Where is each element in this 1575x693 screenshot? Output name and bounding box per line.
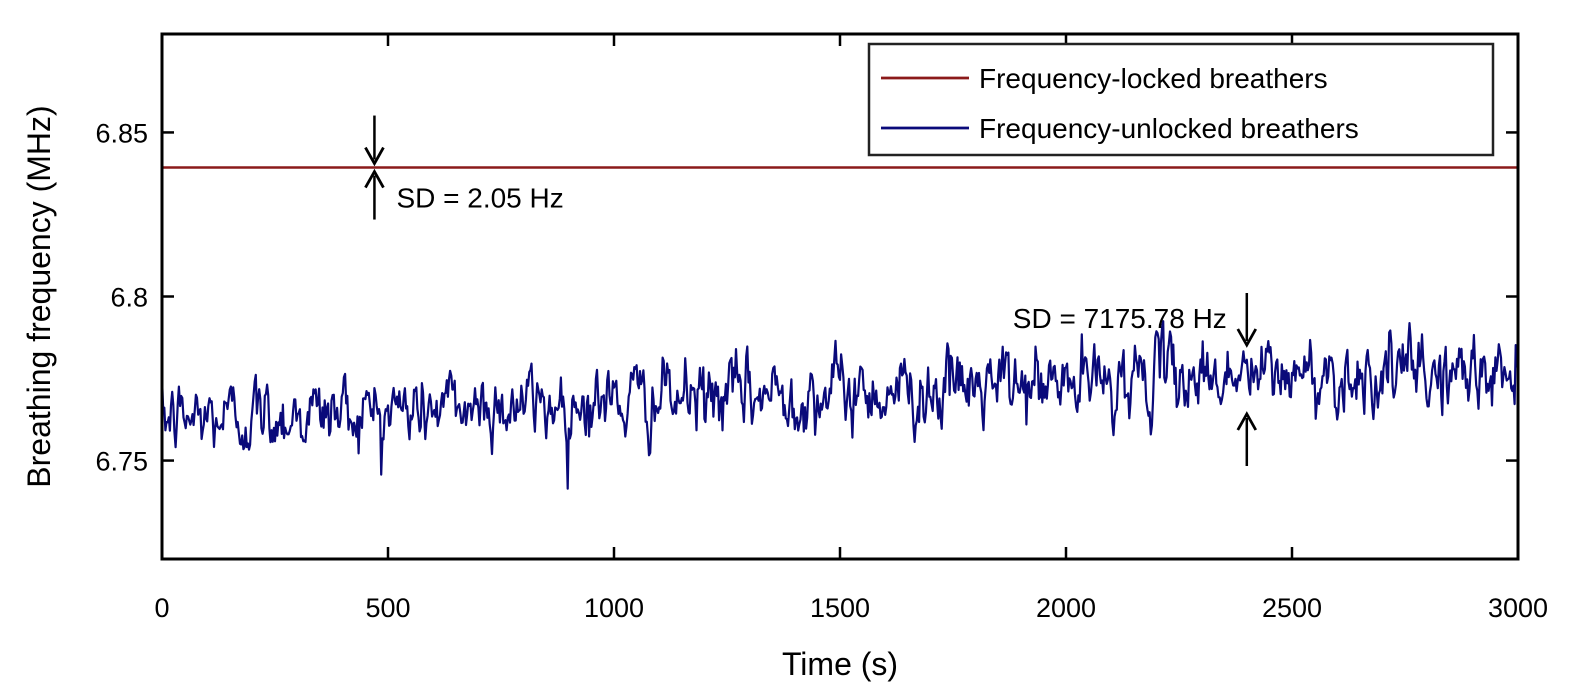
sd-locked-label: SD = 2.05 Hz (396, 183, 563, 214)
x-tick-label: 2000 (1036, 593, 1096, 623)
legend-box (867, 42, 1495, 157)
x-tick-label: 1000 (584, 593, 644, 623)
legend-entry: Frequency-locked breathers (979, 63, 1328, 94)
y-axis-title: Breathing frequency (MHz) (21, 105, 57, 487)
x-tick-label: 0 (154, 593, 169, 623)
plot-area (162, 166, 1518, 490)
legend-entry: Frequency-unlocked breathers (979, 113, 1359, 144)
x-tick-label: 3000 (1488, 593, 1548, 623)
sd-unlocked-arrow-up-head (1236, 411, 1258, 431)
x-tick-label: 1500 (810, 593, 870, 623)
series-unlocked-line (162, 320, 1518, 490)
sd-unlocked-arrow-down-head (1236, 328, 1258, 348)
sd-locked-arrow-up-head (364, 168, 385, 189)
x-axis-title: Time (s) (782, 646, 898, 682)
sd-locked-arrow-down-head (364, 146, 385, 167)
sd-unlocked-label: SD = 7175.78 Hz (1013, 303, 1227, 334)
y-tick-label: 6.8 (110, 283, 148, 313)
y-tick-label: 6.85 (95, 118, 148, 148)
x-tick-label: 500 (365, 593, 410, 623)
y-tick-label: 6.75 (95, 447, 148, 477)
x-tick-label: 2500 (1262, 593, 1322, 623)
